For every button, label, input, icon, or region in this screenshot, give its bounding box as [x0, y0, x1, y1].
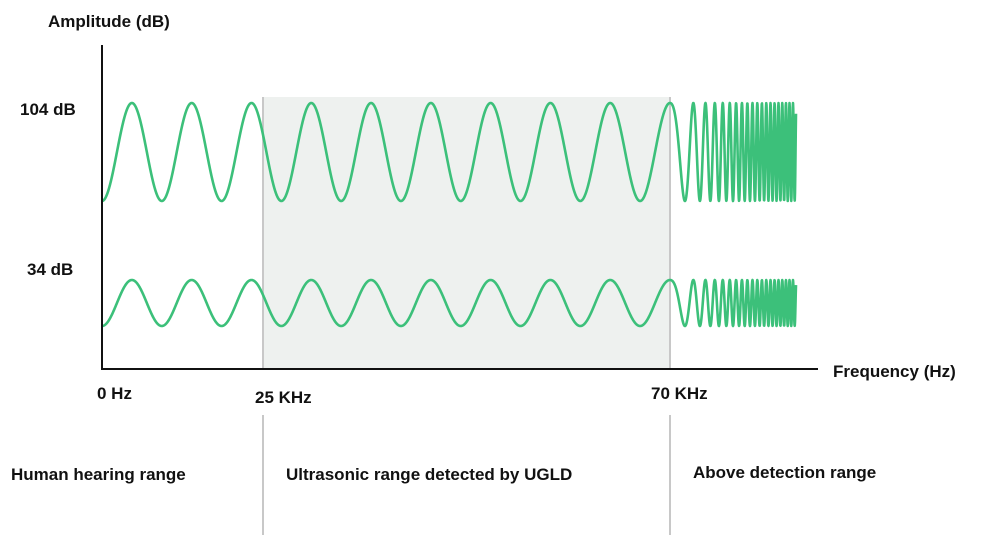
- low-amplitude-wave: [100, 278, 798, 328]
- human-hearing-range-label: Human hearing range: [11, 465, 186, 484]
- frequency-label-0hz: 0 Hz: [97, 384, 132, 403]
- above-detection-range-label: Above detection range: [693, 463, 876, 482]
- frequency-label-70khz: 70 KHz: [651, 384, 708, 403]
- amplitude-label-high: 104 dB: [20, 100, 76, 119]
- y-axis-title: Amplitude (dB): [48, 12, 170, 31]
- frequency-label-25khz: 25 KHz: [255, 388, 312, 407]
- x-axis-title: Frequency (Hz): [833, 362, 956, 381]
- amplitude-label-low: 34 dB: [27, 260, 73, 279]
- high-amplitude-wave: [100, 101, 798, 203]
- ultrasonic-range-label: Ultrasonic range detected by UGLD: [286, 465, 572, 484]
